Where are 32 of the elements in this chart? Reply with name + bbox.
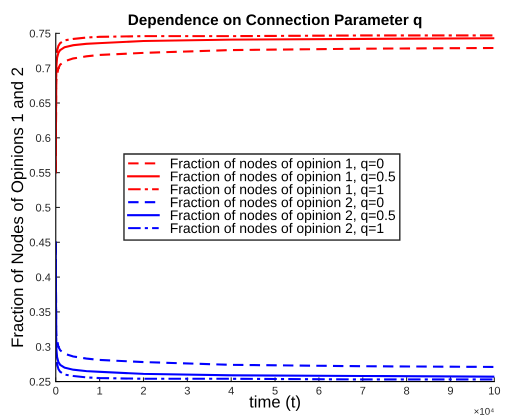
chart-title: Dependence on Connection Parameter q (128, 14, 422, 28)
legend-label: Fraction of nodes of opinion 2, q=1 (170, 222, 384, 236)
legend-label: Fraction of nodes of opinion 1, q=0.5 (170, 171, 396, 184)
y-tick-label: 0.55 (30, 168, 50, 177)
x-axis-title: time (t) (249, 395, 300, 411)
x-tick-label: 2 (140, 386, 146, 394)
y-tick-label: 0.3 (36, 343, 50, 351)
x-tick-label: 8 (404, 386, 410, 395)
text: ×10⁴ (474, 408, 494, 415)
y-tick-label: 0.45 (30, 238, 50, 246)
x-tick-label: 6 (316, 386, 322, 395)
legend-label: Fraction of nodes of opinion 1, q=1 (170, 184, 384, 198)
x-tick-label: 7 (360, 386, 366, 394)
legend-label: Fraction of nodes of opinion 2, q=0.5 (170, 210, 396, 223)
y-tick-label: 0.35 (30, 308, 50, 316)
y-tick-label: 0.25 (30, 378, 50, 386)
x-tick-label: 9 (448, 386, 454, 395)
y-tick-label: 0.5 (36, 204, 50, 212)
x-tick-label: 0 (53, 386, 58, 395)
legend-label: Fraction of nodes of opinion 2, q=0 (170, 197, 384, 210)
x-tick-label: 10 (488, 386, 500, 395)
y-tick-label: 0.75 (30, 30, 50, 38)
y-tick-label: 0.6 (36, 134, 50, 142)
y-tick-label: 0.65 (30, 99, 50, 108)
y-axis-title: Fraction of Nodes of Opinions 1 and 2 (10, 68, 27, 346)
x-tick-label: 3 (184, 386, 190, 395)
y-tick-label: 0.4 (36, 273, 51, 282)
x-tick-label: 5 (272, 386, 278, 395)
y-tick-label: 0.7 (36, 64, 50, 72)
legend-label: Fraction of nodes of opinion 1, q=0 (170, 158, 384, 172)
x-tick-label: 4 (228, 386, 234, 394)
x-tick-label: 1 (97, 386, 102, 394)
